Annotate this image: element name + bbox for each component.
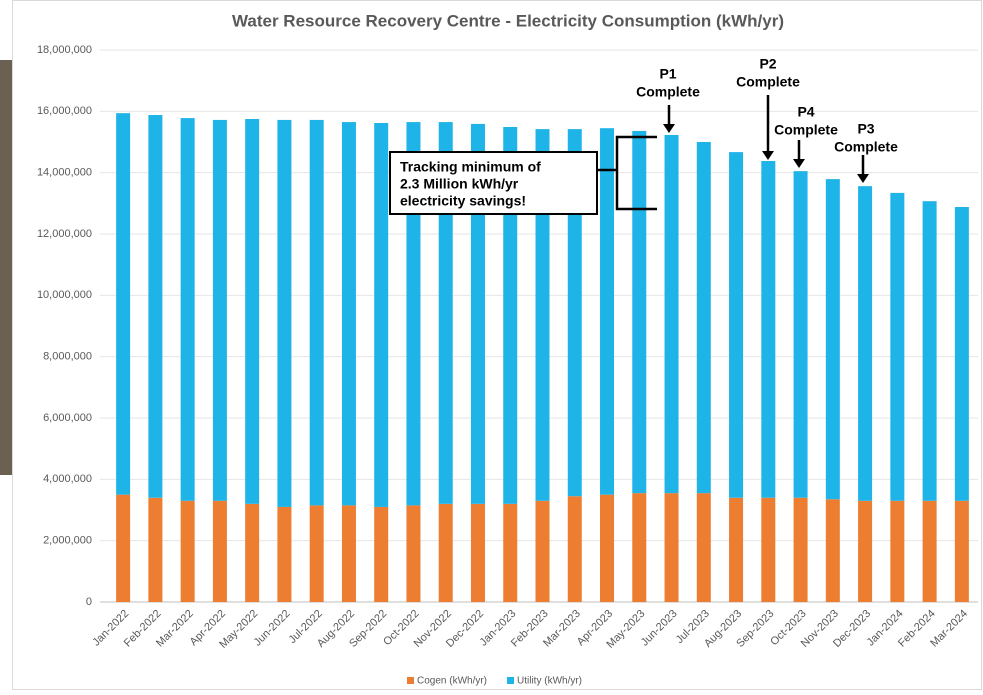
bar-segment (858, 501, 872, 602)
page: {"chart_data": {"type": "stacked_bar", "… (0, 0, 983, 690)
annotation-text: P3 (857, 121, 874, 137)
y-tick-label: 18,000,000 (37, 44, 92, 56)
chart-title: Water Resource Recovery Centre - Electri… (232, 11, 784, 30)
legend-swatch (507, 677, 514, 684)
bar-segment (406, 505, 420, 602)
bar-segment (116, 113, 130, 494)
bar-segment (342, 505, 356, 602)
bar-segment (697, 493, 711, 602)
bar-segment (148, 498, 162, 602)
annotation-text: P4 (797, 104, 814, 120)
bar-segment (858, 186, 872, 501)
bar-segment (923, 501, 937, 602)
bar-segment (471, 504, 485, 602)
legend-label: Utility (kWh/yr) (517, 676, 582, 687)
annotation-text: P1 (659, 66, 676, 82)
bar-segment (181, 501, 195, 602)
bar-segment (277, 120, 291, 507)
bar-segment (761, 161, 775, 498)
bar-segment (600, 495, 614, 602)
bar-segment (374, 507, 388, 602)
bar-segment (826, 179, 840, 499)
bar-segment (697, 142, 711, 493)
bar-segment (213, 501, 227, 602)
y-tick-label: 6,000,000 (43, 412, 92, 424)
y-tick-label: 12,000,000 (37, 228, 92, 240)
bar-segment (890, 501, 904, 602)
bar-segment (761, 498, 775, 602)
bar-segment (536, 501, 550, 602)
annotation-text: Tracking minimum of (400, 159, 541, 175)
bar-segment (503, 504, 517, 602)
bar-segment (568, 496, 582, 602)
photo-strip (0, 60, 12, 475)
bar-segment (310, 120, 324, 505)
bar-segment (632, 131, 646, 493)
bar-segment (794, 171, 808, 498)
annotation-text: 2.3 Million kWh/yr (400, 176, 519, 192)
annotation-text: Complete (736, 74, 800, 90)
bar-segment (632, 493, 646, 602)
bar-segment (729, 152, 743, 498)
y-tick-label: 4,000,000 (43, 473, 92, 485)
bar-segment (794, 498, 808, 602)
bar-segment (923, 201, 937, 501)
bar-segment (374, 123, 388, 507)
annotation-text: Complete (774, 122, 838, 138)
y-tick-label: 2,000,000 (43, 535, 92, 547)
bar-segment (729, 498, 743, 602)
bar-segment (245, 119, 259, 504)
annotation-text: Complete (834, 139, 898, 155)
bar-segment (826, 499, 840, 602)
bar-segment (116, 495, 130, 602)
annotation-text: P2 (759, 56, 776, 72)
bar-segment (600, 128, 614, 494)
bar-segment (955, 501, 969, 602)
bar-segment (245, 504, 259, 602)
bar-segment (213, 120, 227, 501)
y-tick-label: 16,000,000 (37, 105, 92, 117)
bar-segment (890, 193, 904, 501)
y-tick-label: 10,000,000 (37, 289, 92, 301)
bar-segment (148, 115, 162, 498)
bar-segment (181, 118, 195, 501)
y-tick-label: 14,000,000 (37, 167, 92, 179)
annotation-text: Complete (636, 84, 700, 100)
y-tick-label: 8,000,000 (43, 351, 92, 363)
legend-label: Cogen (kWh/yr) (417, 676, 487, 687)
bar-segment (955, 207, 969, 501)
bar-segment (439, 504, 453, 602)
bar-segment (277, 507, 291, 602)
bar-segment (310, 505, 324, 602)
bar-segment (665, 135, 679, 493)
chart: Water Resource Recovery Centre - Electri… (0, 0, 983, 690)
annotation-text: electricity savings! (400, 193, 526, 209)
legend-swatch (407, 677, 414, 684)
bar-segment (342, 122, 356, 505)
y-tick-label: 0 (86, 596, 92, 608)
bar-segment (665, 493, 679, 602)
